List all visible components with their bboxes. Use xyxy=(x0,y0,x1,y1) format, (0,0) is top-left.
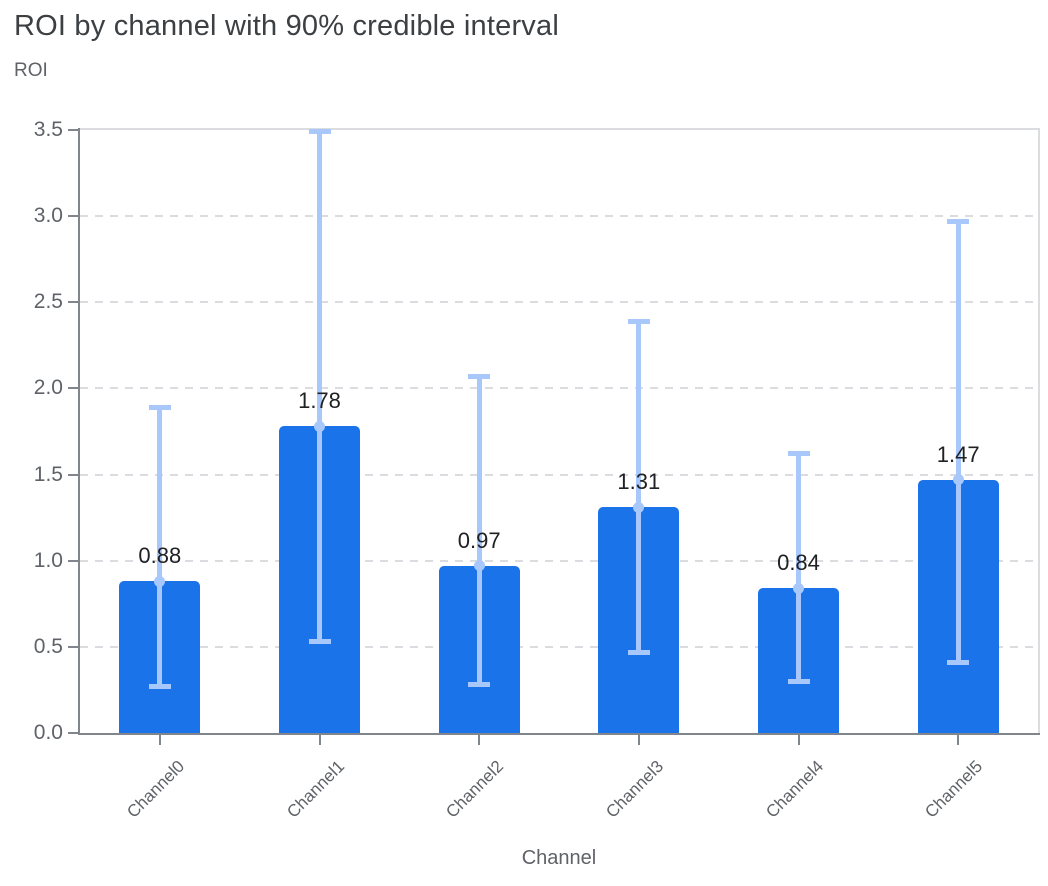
value-label: 0.97 xyxy=(457,527,501,553)
y-tick-mark xyxy=(68,473,78,476)
plot-border-top xyxy=(80,128,1038,130)
y-tick-mark xyxy=(68,129,78,131)
value-label: 1.31 xyxy=(617,469,661,495)
x-tick-label: Channel4 xyxy=(761,756,827,822)
gridline xyxy=(80,301,1038,304)
error-bar-cap-top xyxy=(468,373,491,379)
error-bar-line xyxy=(955,221,961,663)
y-tick-label: 3.0 xyxy=(33,204,63,228)
y-tick-label: 0.5 xyxy=(33,634,63,658)
mean-dot xyxy=(793,582,804,594)
value-label: 1.47 xyxy=(936,441,980,467)
y-tick-label: 3.5 xyxy=(33,118,63,141)
value-label: 1.78 xyxy=(298,388,341,414)
error-bar-line xyxy=(476,376,482,685)
mean-dot xyxy=(473,560,485,572)
plot-border-right xyxy=(1038,128,1040,733)
y-tick-mark xyxy=(68,559,78,562)
y-tick-mark xyxy=(68,215,78,218)
error-bar-cap-top xyxy=(627,318,650,324)
y-tick-label: 1.5 xyxy=(33,462,63,486)
gridline xyxy=(80,215,1038,218)
error-bar-cap-bottom xyxy=(627,649,650,655)
mean-dot xyxy=(952,474,964,486)
x-tick-mark xyxy=(637,735,640,745)
x-tick-mark xyxy=(797,735,800,745)
x-tick-mark xyxy=(318,735,321,745)
y-axis-line xyxy=(78,128,80,733)
gridline xyxy=(80,387,1038,390)
error-bar-cap-bottom xyxy=(468,682,491,688)
error-bar-line xyxy=(636,321,642,653)
gridline xyxy=(80,559,1038,562)
x-tick-label: Channel0 xyxy=(123,756,188,822)
x-tick-label: Channel1 xyxy=(282,756,348,822)
x-axis-line xyxy=(78,733,1040,735)
error-bar-cap-bottom xyxy=(947,659,970,665)
y-tick-label: 2.0 xyxy=(33,376,63,400)
x-tick-mark xyxy=(158,735,161,745)
error-bar-cap-bottom xyxy=(787,678,810,684)
y-tick-label: 1.0 xyxy=(33,548,63,572)
y-tick-mark xyxy=(68,387,78,390)
y-tick-mark xyxy=(68,301,78,304)
error-bar-line xyxy=(317,131,322,642)
gridline xyxy=(80,473,1038,476)
y-tick-label: 0.0 xyxy=(33,721,63,744)
error-bar-cap-top xyxy=(787,451,810,457)
y-axis-title: ROI xyxy=(14,60,48,81)
error-bar-cap-top xyxy=(947,218,970,224)
y-tick-label: 2.5 xyxy=(33,290,63,314)
value-label: 0.88 xyxy=(138,543,182,569)
value-label: 0.84 xyxy=(777,550,820,576)
y-tick-mark xyxy=(68,645,78,648)
mean-dot xyxy=(314,420,325,432)
x-tick-mark xyxy=(478,735,481,745)
error-bar-cap-top xyxy=(148,404,171,410)
error-bar-line xyxy=(796,453,801,682)
x-axis-title: Channel xyxy=(521,847,597,869)
mean-dot xyxy=(633,501,645,513)
x-tick-mark xyxy=(957,735,960,745)
error-bar-cap-top xyxy=(308,129,331,135)
mean-dot xyxy=(154,575,166,587)
x-tick-label: Channel5 xyxy=(921,756,987,822)
error-bar-cap-bottom xyxy=(148,683,171,689)
gridline xyxy=(80,645,1038,648)
error-bar-line xyxy=(157,407,163,687)
chart-title: ROI by channel with 90% credible interva… xyxy=(14,10,559,42)
error-bar-cap-bottom xyxy=(308,639,331,645)
y-tick-mark xyxy=(68,732,78,734)
